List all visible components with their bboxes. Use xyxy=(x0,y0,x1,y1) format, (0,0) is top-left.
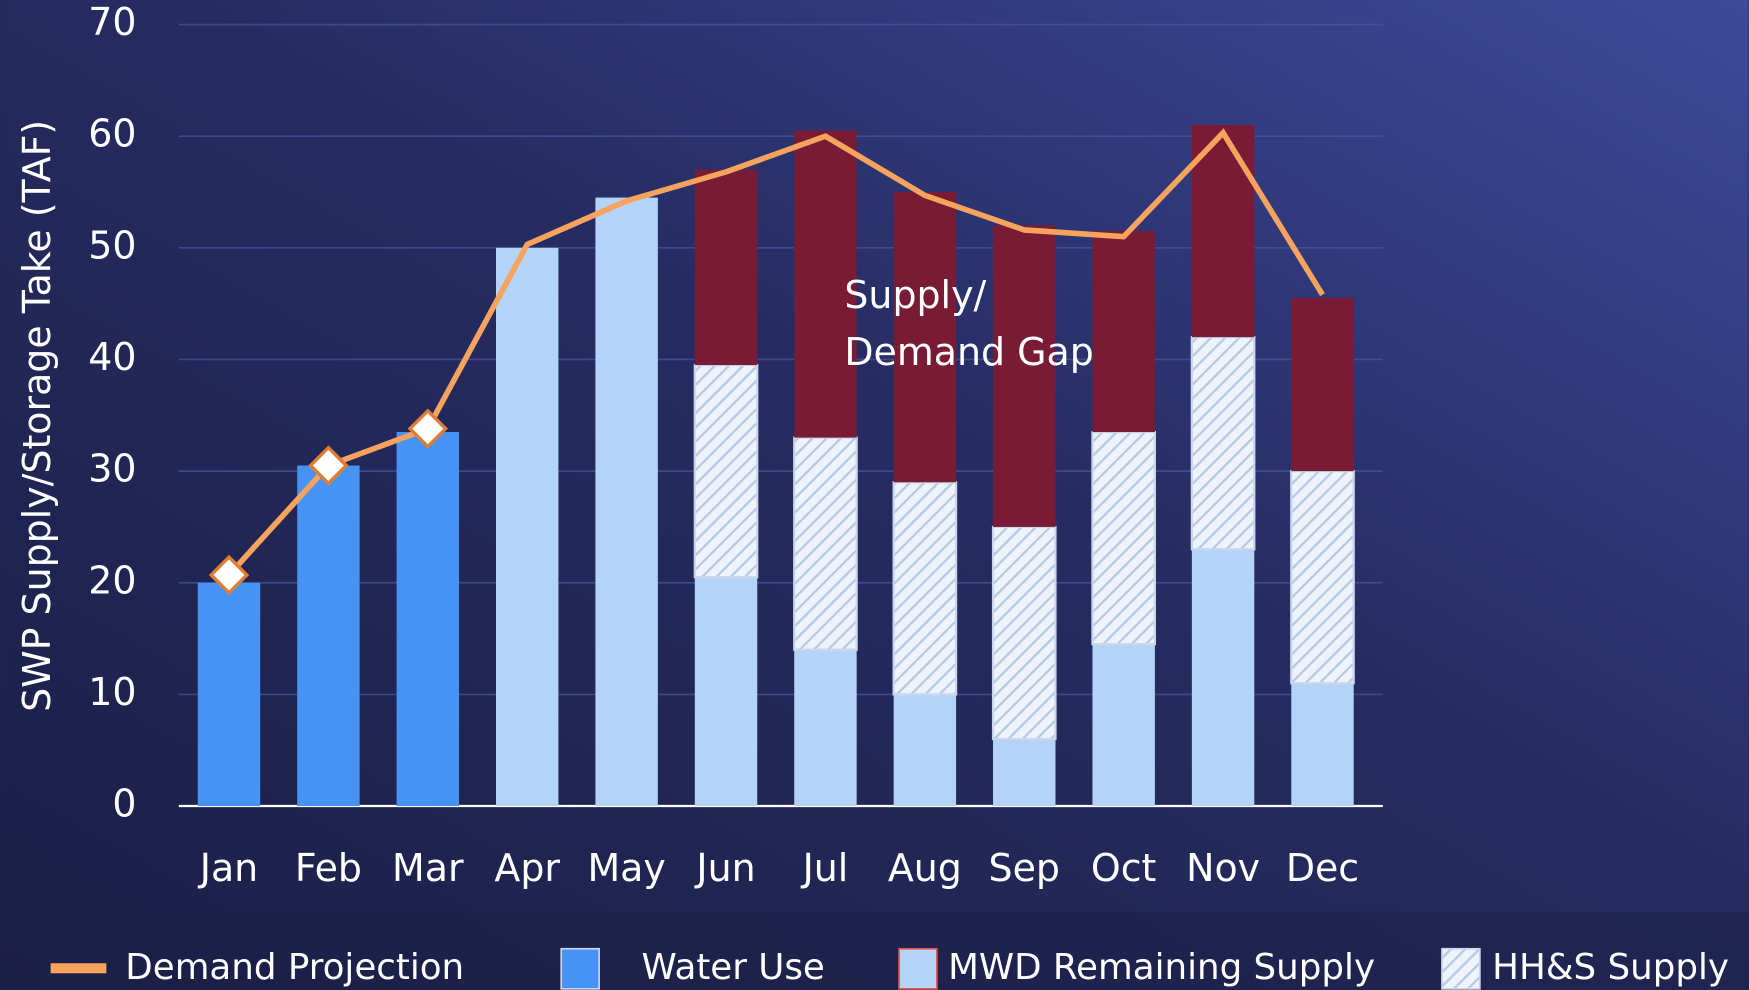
x-tick-label: Jun xyxy=(694,846,755,890)
y-axis-title: SWP Supply/Storage Take (TAF) xyxy=(15,120,59,712)
legend-swatch xyxy=(898,947,938,990)
legend-label: MWD Remaining Supply xyxy=(948,947,1375,988)
bar-segment xyxy=(993,739,1056,807)
x-tick-label: Nov xyxy=(1186,846,1260,890)
y-tick-label: 10 xyxy=(88,670,136,714)
x-tick-label: Sep xyxy=(989,846,1060,890)
y-tick-label: 30 xyxy=(88,447,136,491)
y-tick-label: 60 xyxy=(88,112,136,156)
legend-label: Water Use xyxy=(641,947,824,988)
x-tick-label: Aug xyxy=(888,846,962,890)
x-tick-label: Jul xyxy=(801,846,849,890)
y-tick-label: 20 xyxy=(88,558,136,602)
x-tick-label: Oct xyxy=(1091,846,1157,890)
bar-segment xyxy=(794,649,857,807)
bar-segment xyxy=(794,130,857,438)
bar-segment xyxy=(1191,125,1255,338)
bar-segment xyxy=(893,191,957,483)
bar-segment xyxy=(496,247,559,807)
legend-label: HH&S Supply xyxy=(1492,947,1729,988)
bar-segment xyxy=(1190,336,1256,551)
y-tick-label: 50 xyxy=(88,223,136,267)
bar-segment xyxy=(1290,469,1355,685)
bar-segment xyxy=(693,363,759,579)
bar-segment xyxy=(893,694,957,807)
x-tick-label: Jan xyxy=(198,846,258,890)
annotation: Demand Gap xyxy=(844,330,1093,374)
legend-label: Demand Projection xyxy=(125,947,464,988)
bar-segment xyxy=(595,197,658,807)
demand-marker xyxy=(407,408,449,449)
bar-segment xyxy=(1291,298,1354,472)
demand-line xyxy=(226,128,1325,577)
demand-marker xyxy=(308,445,349,486)
bar-segment xyxy=(1191,549,1255,807)
bar-segment xyxy=(396,432,460,807)
bar-segment xyxy=(991,525,1057,741)
legend-swatch xyxy=(560,947,600,990)
bar-segment xyxy=(892,481,958,696)
bar-segment xyxy=(1092,231,1155,433)
legend-swatch xyxy=(1441,947,1481,990)
x-tick-label: Feb xyxy=(295,846,362,890)
annotation: Supply/ xyxy=(844,273,986,317)
bar-segment xyxy=(993,225,1056,527)
y-tick-label: 70 xyxy=(88,0,136,44)
x-tick-label: Dec xyxy=(1286,846,1359,890)
bar-segment xyxy=(197,582,261,807)
y-tick-label: 40 xyxy=(88,335,136,379)
x-tick-label: May xyxy=(587,846,665,890)
bar-segment xyxy=(1091,430,1157,646)
y-tick-label: 0 xyxy=(112,782,136,826)
bar-segment xyxy=(297,465,360,807)
bar-segment xyxy=(1291,683,1354,807)
x-tick-label: Mar xyxy=(392,846,464,890)
bar-segment xyxy=(1092,644,1155,807)
legend-swatch xyxy=(50,963,107,974)
x-tick-label: Apr xyxy=(494,846,560,890)
bar-segment xyxy=(694,577,758,807)
bar-segment xyxy=(694,169,758,366)
demand-marker xyxy=(208,554,250,596)
bar-segment xyxy=(793,436,858,651)
